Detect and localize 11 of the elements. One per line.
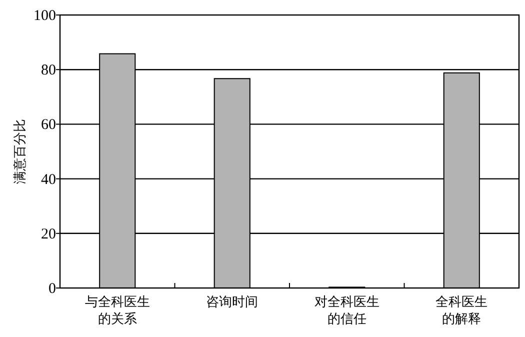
y-tick-label: 0 — [48, 281, 56, 297]
y-tick-label: 20 — [41, 226, 56, 242]
y-tick-label: 60 — [41, 117, 56, 134]
y-axis-title: 满意百分比 — [13, 119, 28, 184]
x-tick-label: 咨询时间 — [206, 295, 258, 310]
y-tick-label: 80 — [41, 62, 56, 79]
x-tick-label: 与全科医生的关系 — [84, 295, 150, 327]
y-tick-label: 100 — [34, 8, 56, 24]
y-tick-label: 40 — [41, 172, 56, 188]
x-tick-label: 对全科医生的信任 — [314, 295, 380, 327]
x-tick-label: 全科医生的解释 — [436, 295, 488, 327]
